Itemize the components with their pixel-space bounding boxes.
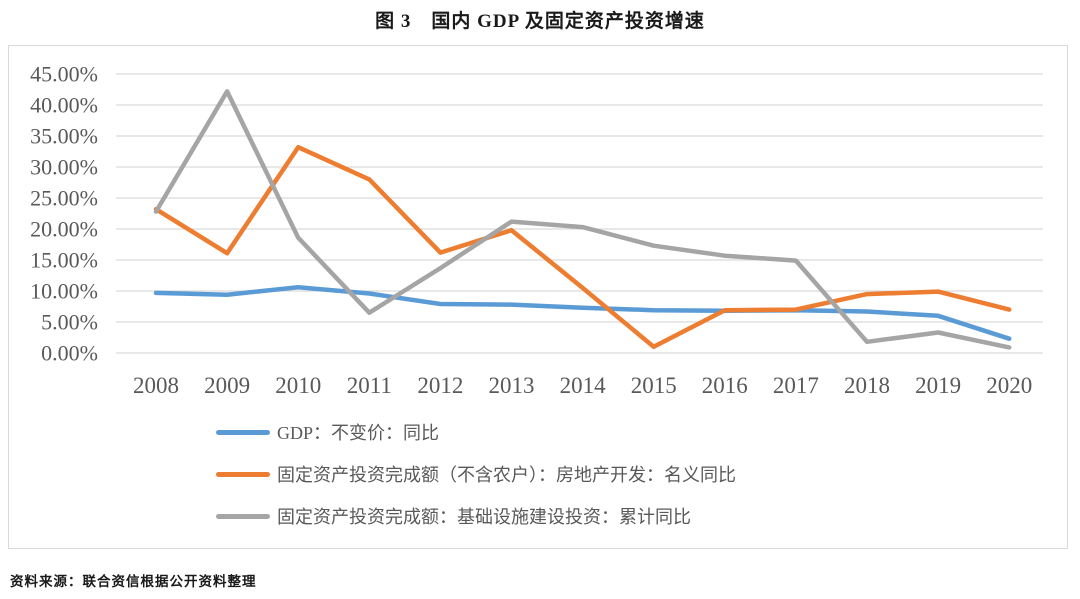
series-line-0 (153, 285, 1012, 341)
x-tick-label: 2013 (489, 373, 535, 398)
legend-swatch-gdp (216, 429, 270, 435)
chart-container: 0.00% 5.00% 10.00% 15.00% 20.00% 25.00% 30.00%… (8, 45, 1068, 549)
y-tick-label: 5.00% (41, 310, 98, 335)
y-tick-label: 35.00% (30, 124, 98, 149)
legend-item-gdp: GDP：不变价：同比 (216, 420, 736, 444)
legend-swatch-real-estate (216, 471, 270, 477)
x-tick-label: 2008 (133, 373, 179, 398)
y-tick-label: 10.00% (30, 279, 98, 304)
source-note: 资料来源：联合资信根据公开资料整理 (10, 574, 257, 589)
legend-swatch-infrastructure (216, 513, 270, 519)
y-tick-label: 15.00% (30, 248, 98, 273)
x-tick-label: 2016 (702, 373, 748, 398)
x-tick-label: 2015 (631, 373, 677, 398)
x-tick-label: 2020 (986, 373, 1032, 398)
legend-item-infrastructure: 固定资产投资完成额：基础设施建设投资：累计同比 (216, 504, 736, 528)
y-tick-label: 25.00% (30, 186, 98, 211)
x-tick-label: 2010 (275, 373, 321, 398)
line-chart: 0.00% 5.00% 10.00% 15.00% 20.00% 25.00% 30.00%… (30, 62, 1043, 398)
x-tick-label: 2014 (560, 373, 607, 398)
legend-label-gdp: GDP：不变价：同比 (277, 423, 440, 443)
legend-label-infrastructure: 固定资产投资完成额：基础设施建设投资：累计同比 (277, 507, 691, 527)
x-tick-label: 2009 (204, 373, 250, 398)
x-tick-label: 2018 (844, 373, 890, 398)
y-tick-label: 0.00% (41, 341, 98, 366)
series-line-1 (153, 144, 1012, 350)
x-tick-label: 2017 (773, 373, 819, 398)
x-tick-label: 2011 (347, 373, 392, 398)
legend-item-real-estate: 固定资产投资完成额（不含农户）：房地产开发：名义同比 (216, 462, 736, 486)
y-tick-label: 20.00% (30, 217, 98, 242)
series-line-2 (153, 89, 1012, 350)
chart-title: 图 3 国内 GDP 及固定资产投资增速 (375, 11, 705, 32)
chart-legend: GDP：不变价：同比 固定资产投资完成额（不含农户）：房地产开发：名义同比 固定… (216, 420, 736, 546)
x-tick-label: 2012 (417, 373, 463, 398)
y-tick-label: 45.00% (30, 62, 98, 87)
legend-label-real-estate: 固定资产投资完成额（不含农户）：房地产开发：名义同比 (277, 465, 736, 485)
y-tick-label: 30.00% (30, 155, 98, 180)
x-tick-label: 2019 (915, 373, 961, 398)
y-tick-label: 40.00% (30, 93, 98, 118)
